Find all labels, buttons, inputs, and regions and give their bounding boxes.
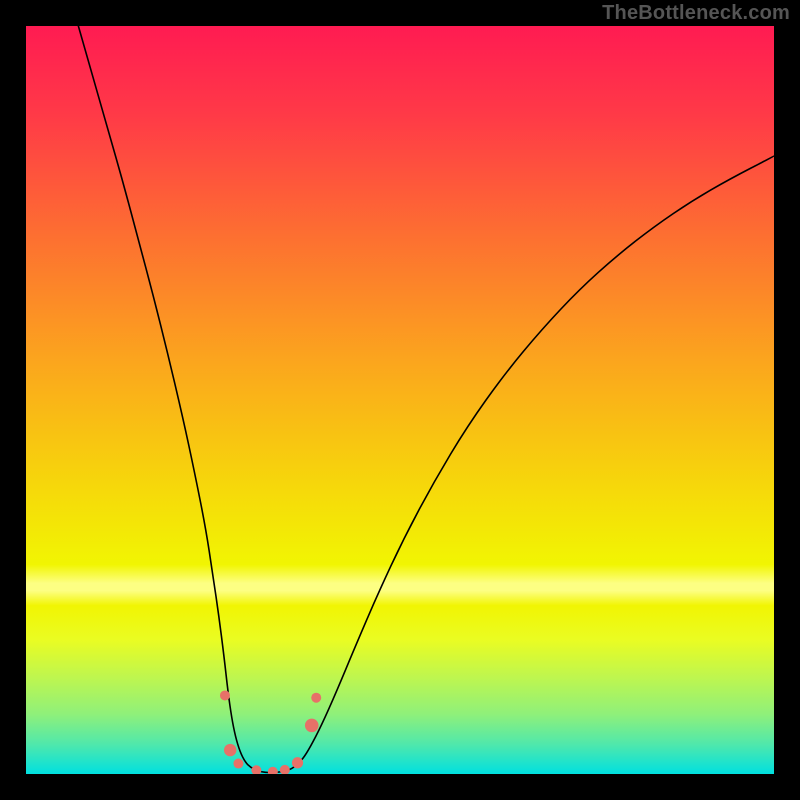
watermark-text: TheBottleneck.com: [602, 2, 790, 25]
chart-plot-area: [26, 26, 774, 774]
data-marker: [311, 693, 321, 703]
data-marker: [233, 759, 243, 769]
data-marker: [305, 719, 319, 733]
data-marker: [292, 757, 303, 768]
background-gradient: [26, 26, 774, 774]
data-marker: [220, 690, 230, 700]
gradient-v-curve-chart: [26, 26, 774, 774]
data-marker: [224, 744, 236, 756]
